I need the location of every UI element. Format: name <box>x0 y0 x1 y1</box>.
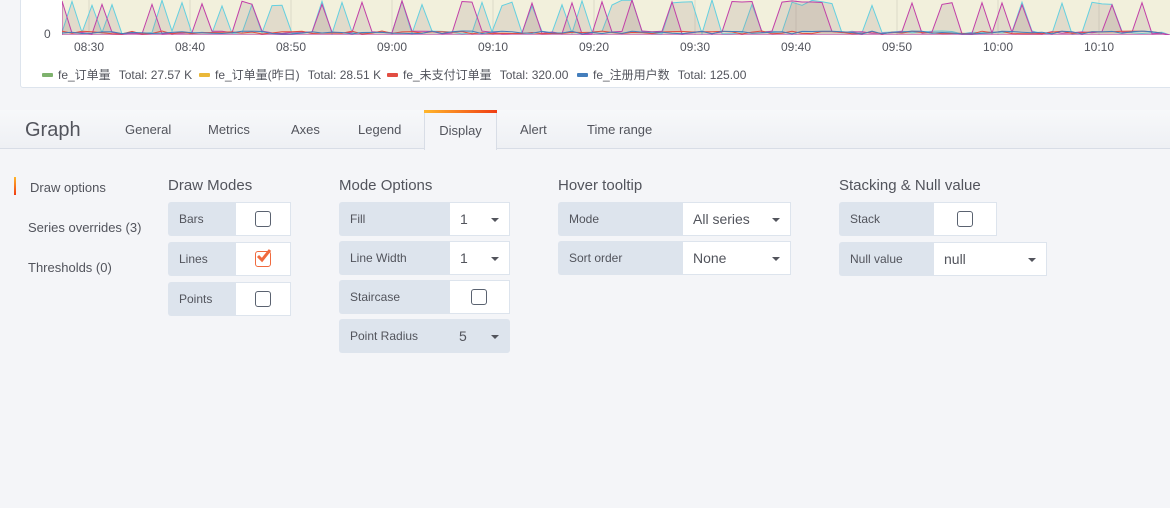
tab-display[interactable]: Display <box>424 110 497 150</box>
sidebar-item-draw-options[interactable]: Draw options <box>30 180 106 195</box>
checkmark-icon <box>256 249 272 263</box>
bars-checkbox-cell[interactable] <box>235 202 291 236</box>
legend-swatch <box>387 72 398 77</box>
tooltip-mode-select[interactable]: All series <box>682 202 791 236</box>
sidebar-item-thresholds[interactable]: Thresholds (0) <box>28 260 112 275</box>
mode-options-heading: Mode Options <box>339 177 433 194</box>
legend-total: Total: 320.00 <box>499 67 569 82</box>
x-tick-label: 09:30 <box>679 40 711 54</box>
legend-series-name: fe_注册用户数 <box>593 68 670 82</box>
null-value-value: null <box>944 251 966 267</box>
sidebar-item-series-overrides[interactable]: Series overrides (3) <box>28 220 142 235</box>
tab-time-range[interactable]: Time range <box>587 122 653 137</box>
point-radius-label: Point Radius <box>350 329 419 343</box>
active-indicator <box>14 177 16 195</box>
lines-label: Lines <box>168 242 235 276</box>
legend-total: Total: 27.57 K <box>118 67 193 82</box>
caret-down-icon <box>491 257 499 261</box>
tab-legend[interactable]: Legend <box>358 122 402 137</box>
legend-item[interactable]: fe_未支付订单量 Total: 320.00 <box>387 66 568 83</box>
staircase-checkbox[interactable] <box>471 289 487 305</box>
legend-series-name: fe_未支付订单量 <box>403 68 492 82</box>
x-tick-label: 10:10 <box>1083 40 1115 54</box>
caret-down-icon <box>772 257 780 261</box>
staircase-label: Staircase <box>339 280 449 314</box>
x-tick-label: 09:20 <box>578 40 610 54</box>
series-line <box>62 0 1170 35</box>
stack-checkbox-cell[interactable] <box>933 202 997 236</box>
legend-swatch <box>577 72 588 77</box>
points-checkbox[interactable] <box>255 291 271 307</box>
null-value-label: Null value <box>839 242 933 276</box>
points-checkbox-cell[interactable] <box>235 282 291 316</box>
caret-down-icon <box>1028 258 1036 262</box>
null-value-select[interactable]: null <box>933 242 1047 276</box>
mode-label: Mode <box>558 202 682 236</box>
x-tick-label: 08:30 <box>73 40 105 54</box>
hover-tooltip-heading: Hover tooltip <box>558 177 643 194</box>
x-tick-label: 09:00 <box>376 40 408 54</box>
staircase-checkbox-cell[interactable] <box>449 280 510 314</box>
fill-value: 1 <box>460 211 468 227</box>
plot-background <box>62 0 1170 34</box>
sort-order-select[interactable]: None <box>682 241 791 275</box>
draw-modes-heading: Draw Modes <box>168 177 253 194</box>
stack-label: Stack <box>839 202 933 236</box>
legend-item[interactable]: fe_订单量 Total: 27.57 K <box>42 66 192 83</box>
tooltip-mode-value: All series <box>693 211 750 227</box>
caret-down-icon <box>491 335 499 339</box>
legend-swatch <box>199 72 210 77</box>
sort-order-label: Sort order <box>558 241 682 275</box>
points-label: Points <box>168 282 235 316</box>
line-width-select[interactable]: 1 <box>449 241 510 275</box>
tab-general[interactable]: General <box>125 122 172 137</box>
fill-select[interactable]: 1 <box>449 202 510 236</box>
x-tick-label: 08:40 <box>174 40 206 54</box>
sort-order-value: None <box>693 250 727 266</box>
caret-down-icon <box>491 218 499 222</box>
point-radius-value: 5 <box>459 328 467 344</box>
x-tick-label: 09:50 <box>881 40 913 54</box>
editor-tab-bar <box>0 110 1170 149</box>
lines-checkbox[interactable] <box>255 249 272 267</box>
tab-axes[interactable]: Axes <box>291 122 320 137</box>
bars-checkbox[interactable] <box>255 211 271 227</box>
line-width-label: Line Width <box>339 241 449 275</box>
caret-down-icon <box>772 218 780 222</box>
line-width-value: 1 <box>460 250 468 266</box>
editor-title: Graph <box>25 119 81 141</box>
legend-total: Total: 125.00 <box>677 67 747 82</box>
x-tick-label: 09:40 <box>780 40 812 54</box>
lines-checkbox-cell[interactable] <box>235 242 291 276</box>
y-tick-label: 0 <box>44 27 51 41</box>
graph-plot[interactable] <box>62 0 1170 35</box>
legend-series-name: fe_订单量 <box>58 68 111 82</box>
tab-metrics[interactable]: Metrics <box>208 122 250 137</box>
series-line <box>62 30 1163 35</box>
legend-total: Total: 28.51 K <box>307 67 382 82</box>
legend-swatch <box>42 72 53 77</box>
x-tick-label: 09:10 <box>477 40 509 54</box>
x-tick-label: 08:50 <box>275 40 307 54</box>
legend-item[interactable]: fe_订单量(昨日) Total: 28.51 K <box>199 66 381 83</box>
legend-series-name: fe_订单量(昨日) <box>215 68 300 82</box>
point-radius-select[interactable]: Point Radius 5 <box>339 319 510 353</box>
bars-label: Bars <box>168 202 235 236</box>
stacking-heading: Stacking & Null value <box>839 177 981 194</box>
x-tick-label: 10:00 <box>982 40 1014 54</box>
tab-alert[interactable]: Alert <box>520 122 547 137</box>
fill-label: Fill <box>339 202 449 236</box>
legend-item[interactable]: fe_注册用户数 Total: 125.00 <box>577 66 746 83</box>
stack-checkbox[interactable] <box>957 211 973 227</box>
